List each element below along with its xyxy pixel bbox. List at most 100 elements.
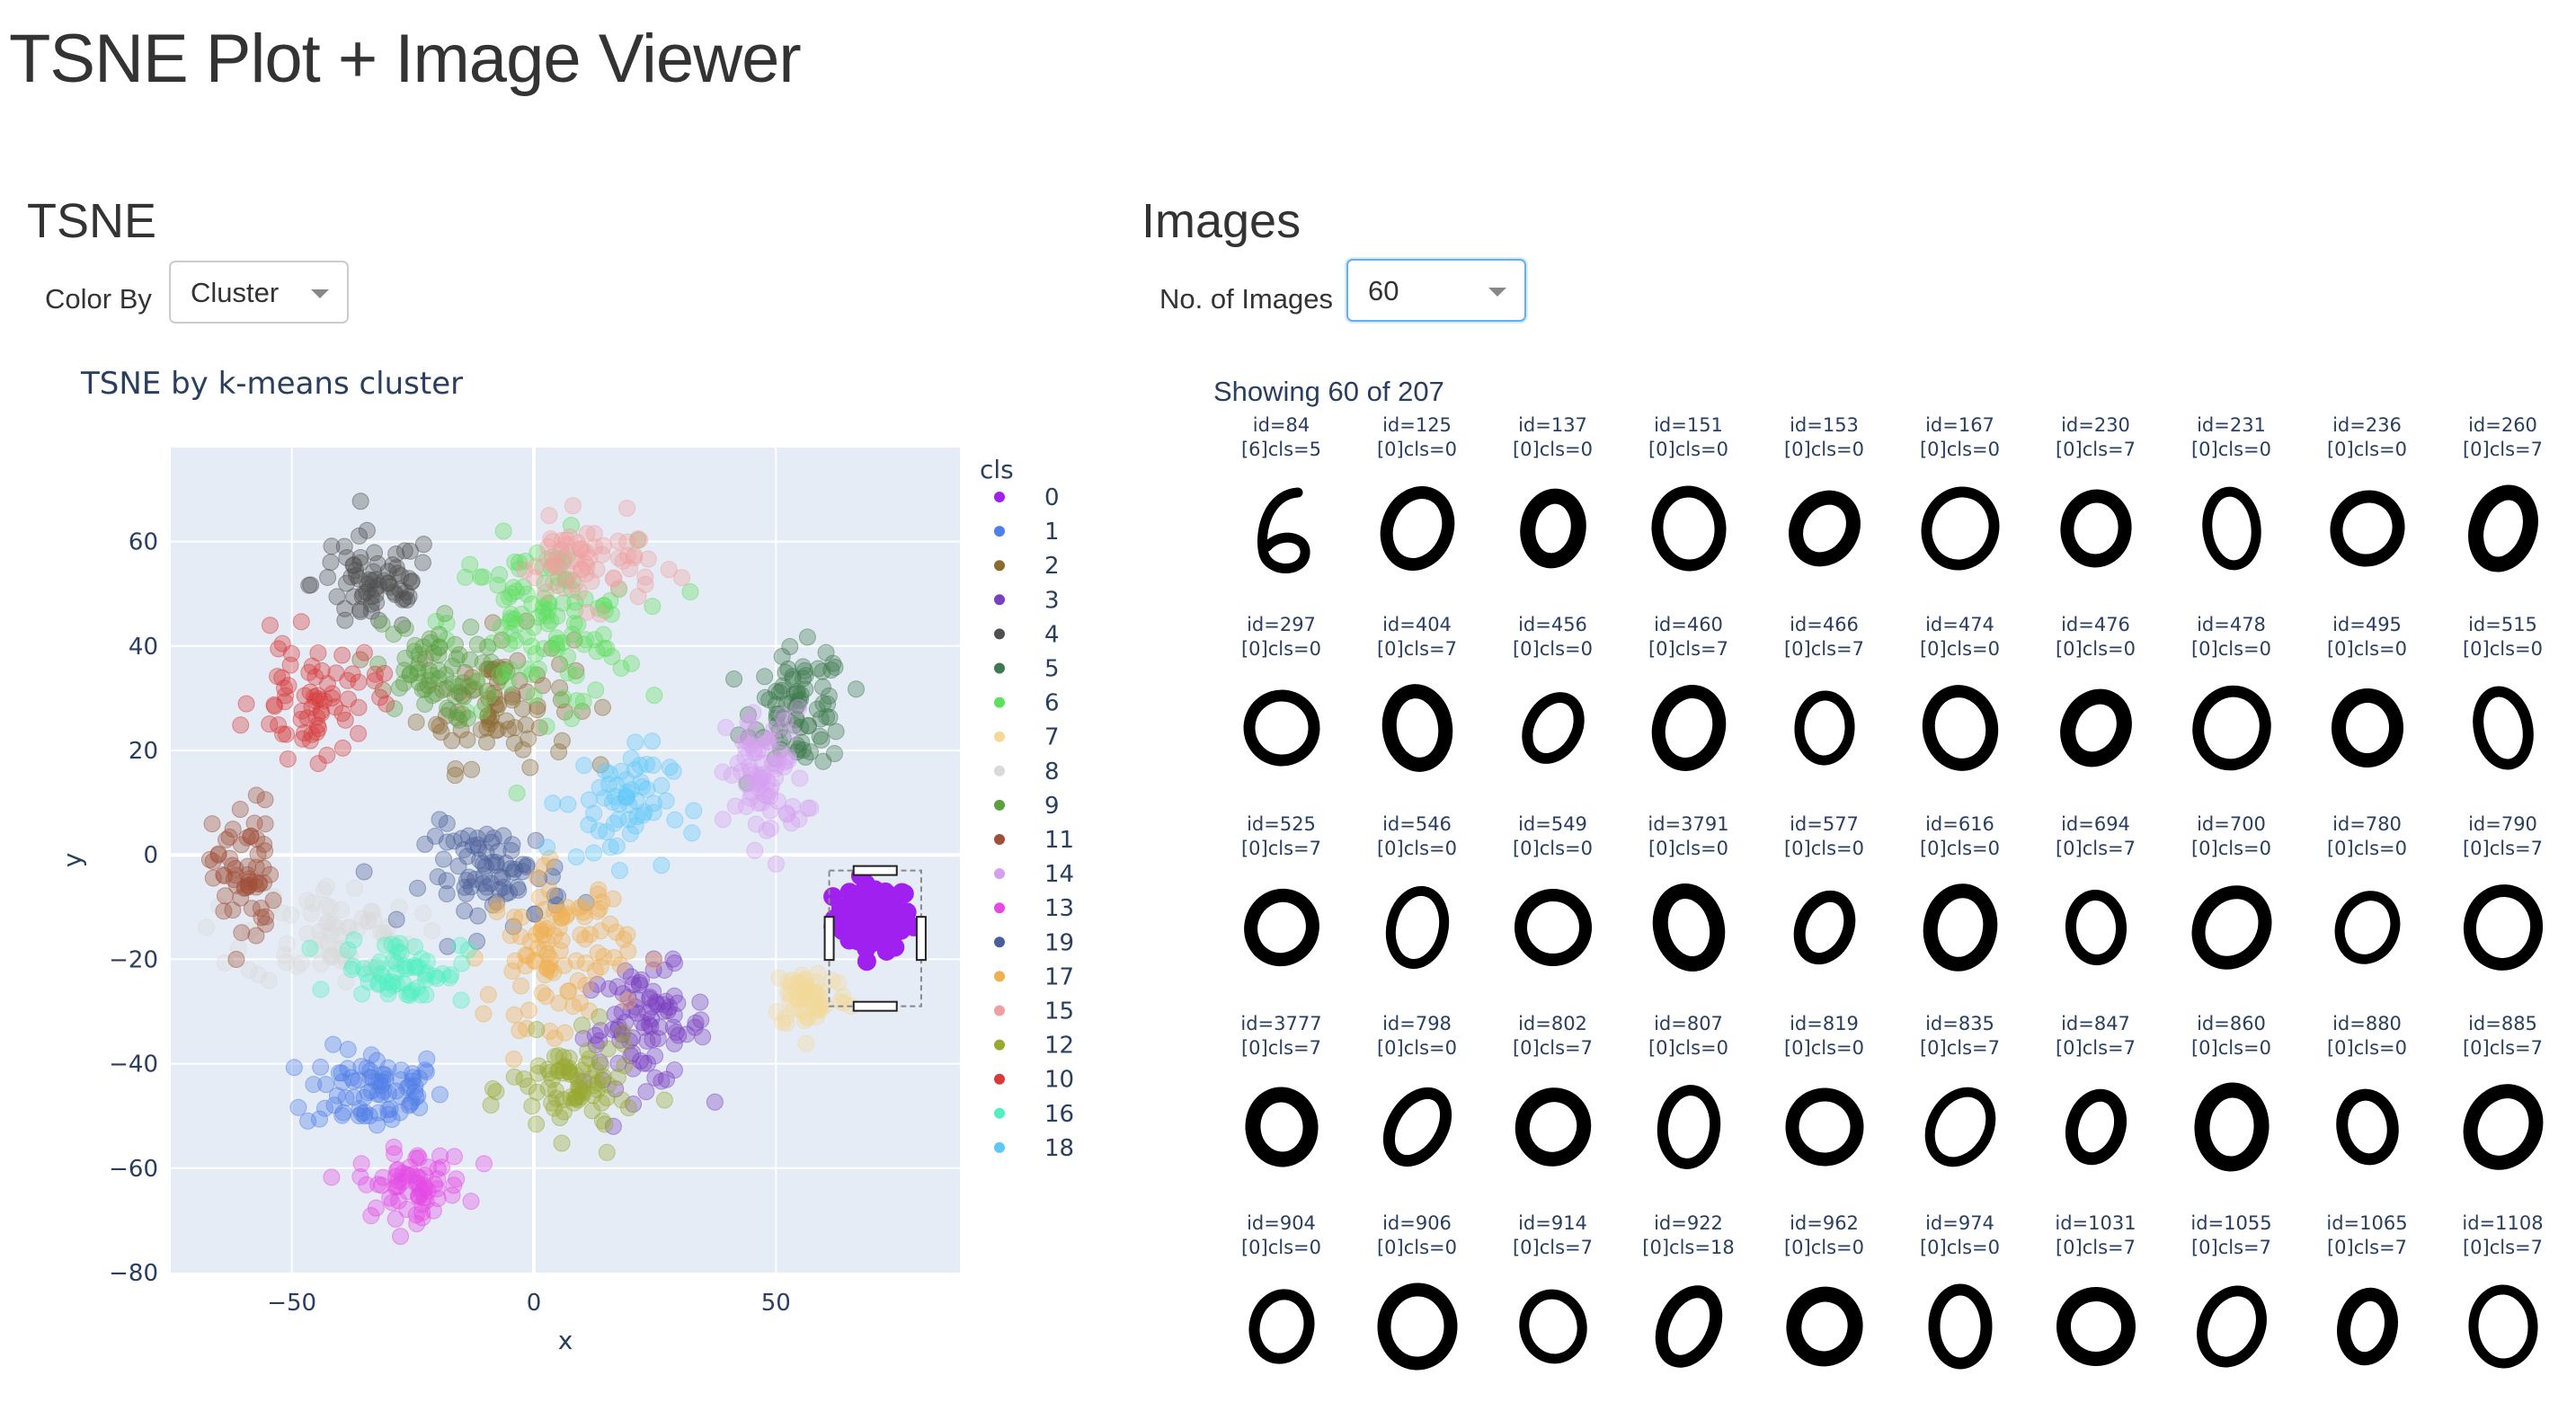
image-tile[interactable]: id=1031 [0]cls=7: [2028, 1211, 2163, 1411]
image-tile[interactable]: id=476 [0]cls=0: [2028, 613, 2163, 812]
legend-item-10[interactable]: 10: [994, 1067, 1074, 1094]
legend-item-6[interactable]: 6: [994, 690, 1060, 717]
data-point: [395, 674, 413, 692]
image-tile[interactable]: id=137 [0]cls=0: [1485, 413, 1621, 613]
image-tile[interactable]: id=807 [0]cls=0: [1621, 1012, 1756, 1211]
image-tile[interactable]: id=577 [0]cls=0: [1756, 812, 1892, 1012]
color-by-label: Color By: [45, 283, 152, 315]
legend-item-15[interactable]: 15: [994, 998, 1074, 1025]
data-point: [553, 732, 571, 750]
data-point: [557, 531, 575, 549]
image-tile[interactable]: id=798 [0]cls=0: [1349, 1012, 1485, 1211]
series-2: [351, 612, 611, 785]
image-tile[interactable]: id=835 [0]cls=7: [1892, 1012, 2028, 1211]
image-tile[interactable]: id=880 [0]cls=0: [2299, 1012, 2435, 1211]
image-tile[interactable]: id=790 [0]cls=7: [2435, 812, 2571, 1012]
legend-item-0[interactable]: 0: [994, 484, 1060, 511]
image-tile[interactable]: id=478 [0]cls=0: [2163, 613, 2299, 812]
image-tile[interactable]: id=847 [0]cls=7: [2028, 1012, 2163, 1211]
legend-item-18[interactable]: 18: [994, 1135, 1074, 1162]
image-tile[interactable]: id=297 [0]cls=0: [1213, 613, 1349, 812]
digit-image: [1233, 1066, 1330, 1185]
image-tile[interactable]: id=153 [0]cls=0: [1756, 413, 1892, 613]
legend-item-14[interactable]: 14: [994, 861, 1074, 888]
image-tile[interactable]: id=549 [0]cls=0: [1485, 812, 1621, 1012]
legend-marker: [994, 731, 1005, 742]
image-tile[interactable]: id=802 [0]cls=7: [1485, 1012, 1621, 1211]
image-tile[interactable]: id=125 [0]cls=0: [1349, 413, 1485, 613]
image-tile[interactable]: id=456 [0]cls=0: [1485, 613, 1621, 812]
image-tile[interactable]: id=700 [0]cls=0: [2163, 812, 2299, 1012]
image-caption: id=474 [0]cls=0: [1892, 613, 2028, 661]
image-count-dropdown[interactable]: 60: [1346, 259, 1526, 322]
image-tile[interactable]: id=694 [0]cls=7: [2028, 812, 2163, 1012]
image-tile[interactable]: id=1065 [0]cls=7: [2299, 1211, 2435, 1411]
image-tile[interactable]: id=515 [0]cls=0: [2435, 613, 2571, 812]
legend-item-12[interactable]: 12: [994, 1033, 1074, 1060]
image-tile[interactable]: id=230 [0]cls=7: [2028, 413, 2163, 613]
selection-box[interactable]: [823, 865, 927, 1012]
selection-handle[interactable]: [823, 916, 835, 962]
data-point: [319, 934, 337, 952]
image-tile[interactable]: id=860 [0]cls=0: [2163, 1012, 2299, 1211]
image-caption: id=1108 [0]cls=7: [2435, 1211, 2571, 1260]
image-tile[interactable]: id=525 [0]cls=7: [1213, 812, 1349, 1012]
image-tile[interactable]: id=474 [0]cls=0: [1892, 613, 2028, 812]
image-tile[interactable]: id=1055 [0]cls=7: [2163, 1211, 2299, 1411]
selection-handle[interactable]: [852, 1000, 898, 1012]
image-tile[interactable]: id=404 [0]cls=7: [1349, 613, 1485, 812]
legend-item-3[interactable]: 3: [994, 587, 1060, 614]
image-caption: id=84 [6]cls=5: [1213, 413, 1349, 462]
axis-ticks: −50 0 50 −80 −60 −40 −20 0 20 40 60: [109, 529, 791, 1317]
data-point: [431, 638, 449, 656]
image-tile[interactable]: id=495 [0]cls=0: [2299, 613, 2435, 812]
data-point: [804, 985, 822, 1003]
color-by-dropdown[interactable]: Cluster: [169, 261, 349, 324]
image-tile[interactable]: id=962 [0]cls=0: [1756, 1211, 1892, 1411]
legend-item-2[interactable]: 2: [994, 553, 1060, 580]
image-tile[interactable]: id=906 [0]cls=0: [1349, 1211, 1485, 1411]
legend-item-9[interactable]: 9: [994, 793, 1060, 820]
legend-item-4[interactable]: 4: [994, 621, 1060, 648]
data-point: [411, 654, 429, 672]
data-point: [356, 1104, 374, 1122]
legend-item-19[interactable]: 19: [994, 929, 1074, 956]
data-point: [618, 992, 636, 1010]
digit-image: [1369, 667, 1466, 785]
legend-item-5[interactable]: 5: [994, 656, 1060, 683]
image-tile[interactable]: id=780 [0]cls=0: [2299, 812, 2435, 1012]
legend-item-11[interactable]: 11: [994, 827, 1074, 854]
image-class: [0]cls=0: [1919, 838, 2001, 859]
image-tile[interactable]: id=466 [0]cls=7: [1756, 613, 1892, 812]
image-tile[interactable]: id=1108 [0]cls=7: [2435, 1211, 2571, 1411]
image-tile[interactable]: id=84 [6]cls=5: [1213, 413, 1349, 613]
image-tile[interactable]: id=260 [0]cls=7: [2435, 413, 2571, 613]
legend-item-8[interactable]: 8: [994, 759, 1060, 785]
image-caption: id=922 [0]cls=18: [1621, 1211, 1756, 1260]
image-tile[interactable]: id=885 [0]cls=7: [2435, 1012, 2571, 1211]
image-tile[interactable]: id=151 [0]cls=0: [1621, 413, 1756, 613]
image-tile[interactable]: id=546 [0]cls=0: [1349, 812, 1485, 1012]
data-point: [355, 643, 373, 661]
tsne-scatter-chart[interactable]: TSNE by k-means cluster −50 0 50−80−60−40−…: [0, 351, 1168, 1400]
image-tile[interactable]: id=904 [0]cls=0: [1213, 1211, 1349, 1411]
legend-item-13[interactable]: 13: [994, 895, 1074, 922]
image-tile[interactable]: id=3791 [0]cls=0: [1621, 812, 1756, 1012]
image-tile[interactable]: id=236 [0]cls=0: [2299, 413, 2435, 613]
image-tile[interactable]: id=460 [0]cls=7: [1621, 613, 1756, 812]
image-tile[interactable]: id=914 [0]cls=7: [1485, 1211, 1621, 1411]
image-tile[interactable]: id=3777 [0]cls=7: [1213, 1012, 1349, 1211]
legend-item-16[interactable]: 16: [994, 1101, 1074, 1128]
image-tile[interactable]: id=922 [0]cls=18: [1621, 1211, 1756, 1411]
legend-item-17[interactable]: 17: [994, 963, 1074, 990]
image-tile[interactable]: id=231 [0]cls=0: [2163, 413, 2299, 613]
legend-item-1[interactable]: 1: [994, 519, 1060, 546]
image-tile[interactable]: id=167 [0]cls=0: [1892, 413, 2028, 613]
selection-handle[interactable]: [915, 916, 927, 962]
selection-handle[interactable]: [852, 865, 898, 876]
image-tile[interactable]: id=616 [0]cls=0: [1892, 812, 2028, 1012]
legend-item-7[interactable]: 7: [994, 724, 1060, 751]
image-tile[interactable]: id=974 [0]cls=0: [1892, 1211, 2028, 1411]
image-tile[interactable]: id=819 [0]cls=0: [1756, 1012, 1892, 1211]
